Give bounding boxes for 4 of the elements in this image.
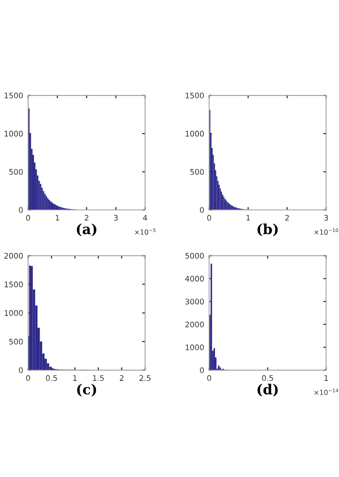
x-axis-title: (c) xyxy=(77,384,96,397)
x-axis-title: (a) xyxy=(76,224,96,236)
x-axis-title: (b) xyxy=(258,224,278,236)
x-axis-title: (d) xyxy=(258,384,278,397)
